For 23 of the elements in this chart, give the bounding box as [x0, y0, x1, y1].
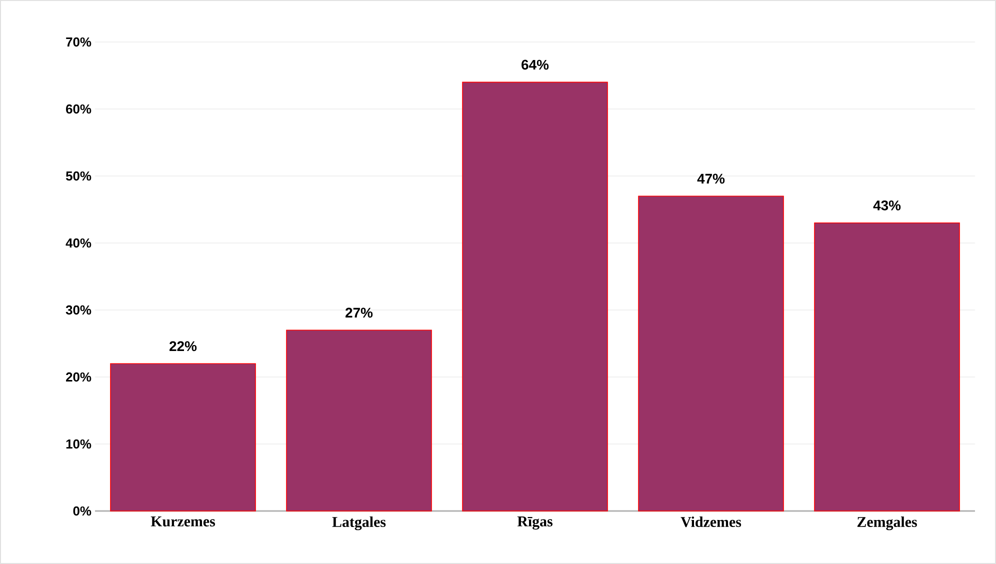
- bar: [286, 330, 432, 512]
- x-tick-label: Vidzemes: [680, 516, 742, 528]
- data-label: 27%: [346, 308, 373, 318]
- data-label: 47%: [697, 174, 725, 184]
- y-tick-label: 0%: [73, 506, 92, 516]
- x-tick-label: Latgales: [332, 516, 386, 530]
- x-tick-label: Zemgales: [857, 516, 917, 530]
- bar: [462, 82, 608, 512]
- data-label: 22%: [170, 341, 197, 352]
- data-label: 43%: [873, 200, 901, 210]
- data-label: 64%: [522, 60, 549, 70]
- bar: [638, 196, 784, 512]
- y-tick-label: 70%: [66, 37, 92, 47]
- x-tick-label: Kurzemes: [150, 516, 216, 526]
- y-tick-label: 40%: [66, 238, 92, 248]
- y-tick-label: 20%: [66, 372, 92, 382]
- x-tick-label: Rīgas: [517, 516, 552, 530]
- y-tick-label: 30%: [66, 305, 92, 315]
- y-tick-label: 60%: [66, 104, 92, 114]
- y-tick-label: 50%: [66, 171, 92, 181]
- bar: [814, 222, 960, 512]
- y-tick-label: 10%: [66, 439, 92, 449]
- bar: [110, 363, 256, 512]
